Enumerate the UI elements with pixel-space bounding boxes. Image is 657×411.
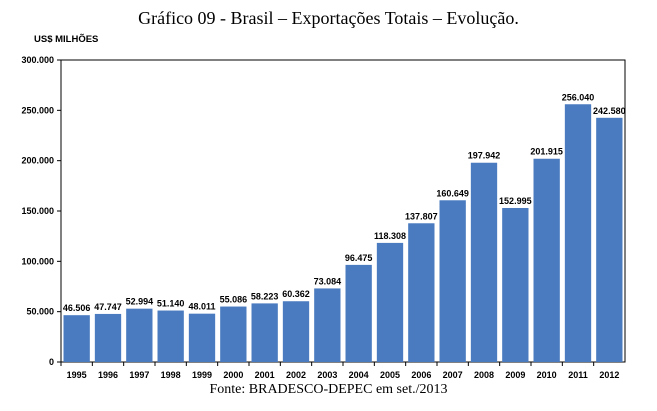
y-tick-label: 250.000 [21, 105, 54, 115]
x-tick-label: 1999 [192, 370, 212, 380]
bar-2011 [564, 104, 592, 363]
data-label-2002: 60.362 [282, 289, 310, 299]
bar-1999 [188, 313, 216, 362]
bar-2002 [282, 301, 310, 362]
x-tick-label: 2006 [411, 370, 431, 380]
bar-2010 [533, 158, 560, 362]
data-label-1998: 51.140 [157, 299, 185, 309]
data-label-2008: 197.942 [468, 151, 501, 161]
data-label-2010: 201.915 [530, 147, 563, 157]
bar-2007 [439, 200, 466, 362]
data-label-1995: 46.506 [63, 303, 91, 313]
x-tick-label: 2003 [317, 370, 337, 380]
data-label-2006: 137.807 [405, 211, 438, 221]
x-tick-label: 2007 [443, 370, 463, 380]
x-tick-label: 2008 [474, 370, 494, 380]
chart-title: Gráfico 09 - Brasil – Exportações Totais… [138, 8, 519, 28]
data-label-2007: 160.649 [436, 188, 469, 198]
x-tick-label: 1996 [98, 370, 118, 380]
data-label-2005: 118.308 [374, 231, 406, 241]
data-label-1996: 47.747 [94, 302, 122, 312]
x-tick-label: 1995 [67, 370, 87, 380]
bar-2004 [345, 264, 372, 362]
bar-2003 [314, 288, 341, 362]
data-label-2001: 58.223 [251, 291, 279, 301]
bar-2009 [502, 207, 529, 362]
data-label-2012: 242.580 [593, 106, 626, 116]
bar-2005 [376, 242, 404, 362]
data-label-2004: 96.475 [345, 253, 373, 263]
y-tick-label: 50.000 [26, 307, 54, 317]
data-label-2003: 73.084 [314, 276, 342, 286]
data-label-1997: 52.994 [126, 297, 154, 307]
source-note: Fonte: BRADESCO-DEPEC em set./2013 [209, 382, 448, 397]
data-label-2009: 152.995 [499, 196, 532, 206]
x-tick-label: 1998 [161, 370, 181, 380]
x-tick-label: 2001 [255, 370, 275, 380]
x-tick-label: 2002 [286, 370, 306, 380]
x-tick-label: 2004 [349, 370, 369, 380]
x-tick-label: 2012 [599, 370, 619, 380]
bar-2012 [596, 117, 623, 363]
bar-2001 [251, 303, 278, 362]
y-tick-label: 200.000 [21, 156, 54, 166]
data-label-2011: 256.040 [562, 92, 595, 102]
bar-1995 [63, 315, 90, 362]
y-tick-label: 100.000 [21, 256, 54, 266]
bar-1997 [126, 308, 153, 362]
bar-2000 [220, 306, 247, 362]
x-tick-label: 1997 [129, 370, 149, 380]
y-tick-label: 0 [49, 357, 54, 367]
bar-2006 [408, 223, 435, 362]
bar-1996 [94, 313, 122, 362]
x-tick-label: 2005 [380, 370, 400, 380]
data-label-2000: 55.086 [220, 295, 248, 305]
bar-2008 [470, 162, 498, 362]
data-label-1999: 48.011 [188, 302, 215, 312]
x-tick-label: 2000 [223, 370, 243, 380]
x-tick-label: 2009 [505, 370, 525, 380]
bar-1998 [157, 310, 184, 362]
y-tick-label: 150.000 [21, 206, 54, 216]
x-tick-label: 2011 [568, 370, 588, 380]
y-axis-unit-label: US$ MILHÕES [34, 34, 98, 45]
x-tick-label: 2010 [537, 370, 557, 380]
y-tick-label: 300.000 [21, 55, 54, 65]
